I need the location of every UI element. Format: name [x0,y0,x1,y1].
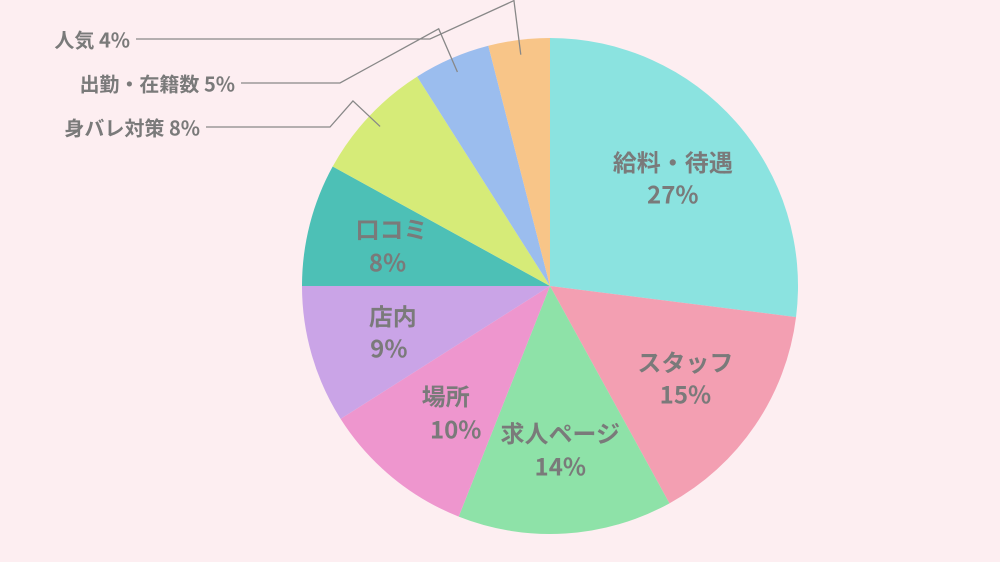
pie-chart-svg [0,0,1000,562]
pie-chart-stage: 給料・待遇27%スタッフ15%求人ページ14%場所10%店内9%口コミ8%身バレ… [0,0,1000,562]
leader-line [206,101,380,127]
pie-slice [550,38,798,317]
leader-line [136,1,521,55]
